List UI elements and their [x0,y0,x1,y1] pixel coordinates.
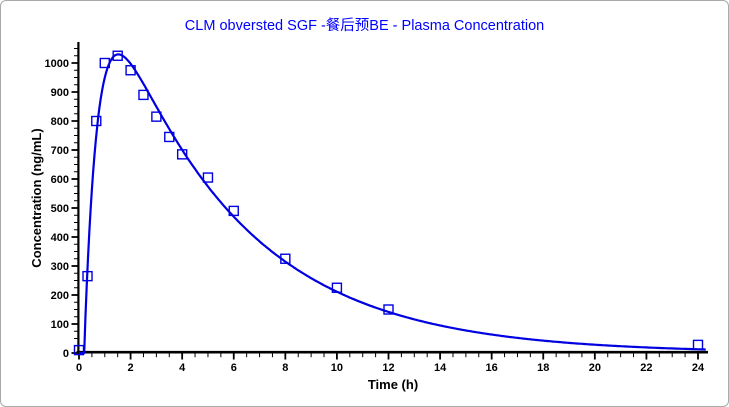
svg-text:700: 700 [51,145,69,157]
x-axis-ticks [78,353,699,360]
svg-text:2: 2 [128,362,134,374]
x-axis-tick-labels: 0 2 4 6 8 10 12 14 16 18 20 22 24 [76,362,705,374]
data-point-marker [383,304,394,315]
chart-title: CLM obversted SGF -餐后预BE - Plasma Concen… [184,18,545,34]
svg-text:1000: 1000 [45,58,69,70]
svg-text:0: 0 [63,348,69,360]
y-axis-ticks [71,48,78,354]
svg-text:800: 800 [51,116,69,128]
svg-text:10: 10 [331,362,343,374]
data-point-marker [91,115,102,127]
data-point-marker [692,339,704,351]
data-point-marker [176,149,188,160]
data-point-marker [164,131,175,143]
data-point-marker [228,205,239,217]
data-point-marker [151,111,162,122]
svg-text:4: 4 [179,362,186,374]
y-axis-tick-labels: 0 100 200 300 400 500 600 700 800 900 1000 [45,58,69,360]
data-point-marker [280,253,291,264]
observed-data-points [73,50,704,356]
data-point-marker [112,50,123,61]
svg-text:8: 8 [282,362,288,374]
svg-text:500: 500 [51,203,69,215]
svg-text:300: 300 [51,261,69,273]
svg-text:200: 200 [51,290,69,302]
data-point-marker [125,65,136,76]
svg-text:22: 22 [640,362,652,374]
svg-text:16: 16 [486,362,498,374]
svg-text:18: 18 [537,362,549,374]
data-point-marker [73,344,85,356]
x-axis-title: Time (h) [367,377,419,392]
svg-text:24: 24 [692,362,705,374]
svg-text:100: 100 [51,319,69,331]
svg-text:12: 12 [382,362,394,374]
data-point-marker [138,89,149,101]
svg-text:20: 20 [589,362,601,374]
svg-text:14: 14 [434,362,447,374]
data-point-marker [99,57,110,69]
svg-text:400: 400 [51,232,69,244]
svg-text:900: 900 [51,87,69,99]
data-point-marker [82,270,93,282]
data-point-marker [202,172,214,183]
svg-text:600: 600 [51,174,69,186]
axes [76,42,708,355]
svg-text:0: 0 [76,362,82,374]
data-point-marker [331,282,343,293]
svg-text:6: 6 [231,362,237,374]
